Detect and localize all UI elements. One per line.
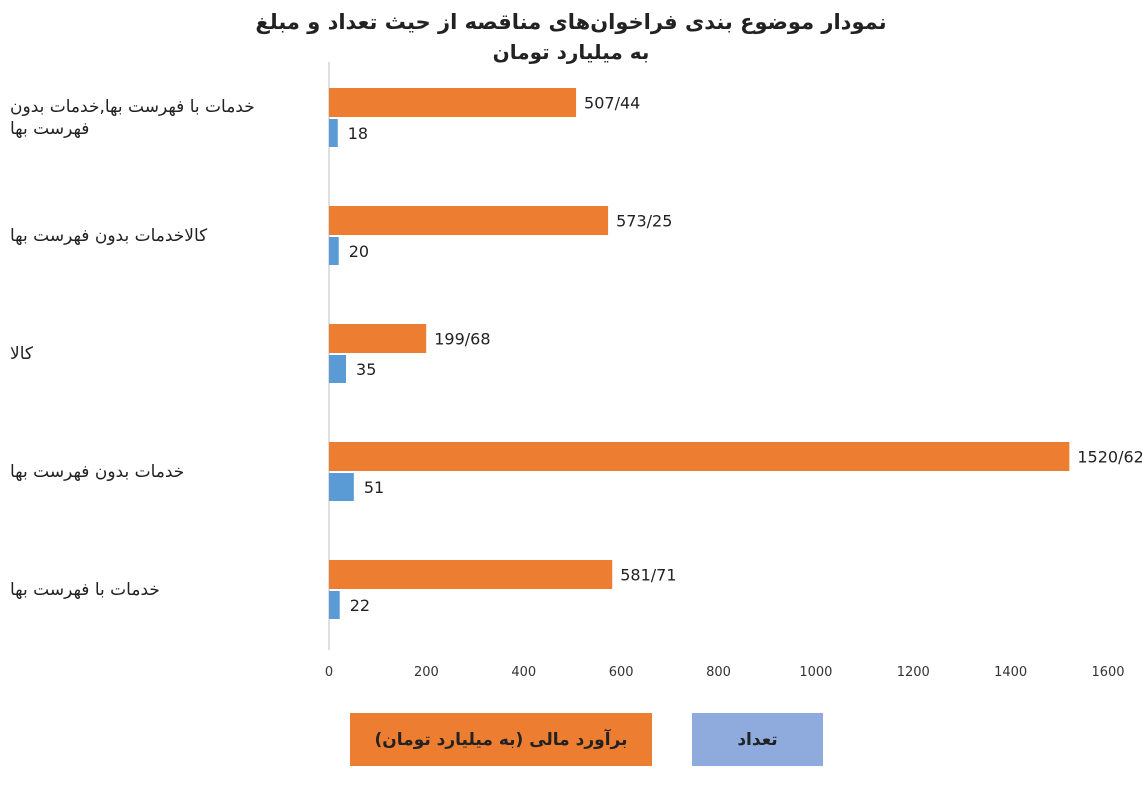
legend-label-count: تعداد <box>737 729 778 750</box>
x-tick-label: 400 <box>511 665 536 680</box>
data-label-count: 22 <box>350 596 370 615</box>
bar-chart: 507/44 18 573/25 20 199/68 35 1520/62 51 581/71 2… <box>325 62 1142 680</box>
bar-budget <box>329 324 427 353</box>
data-label-count: 51 <box>364 478 384 497</box>
data-label-budget: 573/25 <box>616 212 672 231</box>
chart-subtitle: به میلیارد تومان <box>492 40 650 64</box>
data-label-budget: 1520/62 <box>1077 448 1142 467</box>
bar-count <box>329 591 340 619</box>
x-tick-label: 800 <box>706 665 731 680</box>
data-label-budget: 199/68 <box>434 330 490 349</box>
x-tick-label: 1400 <box>994 665 1027 680</box>
bar-budget <box>329 560 613 589</box>
category-label: خدمات با فهرست بها <box>10 579 160 600</box>
x-tick-label: 0 <box>325 665 333 680</box>
legend-label-budget: برآورد مالی (به میلیارد تومان) <box>374 729 628 750</box>
bar-count <box>329 355 347 383</box>
data-label-count: 18 <box>348 124 368 143</box>
legend-item-budget: برآورد مالی (به میلیارد تومان) <box>350 713 652 766</box>
category-label: خدمات بدون فهرست بها <box>10 461 185 482</box>
data-label-count: 35 <box>356 360 376 379</box>
bar-count <box>329 473 354 501</box>
data-label-budget: 581/71 <box>620 566 676 585</box>
data-label-budget: 507/44 <box>584 94 640 113</box>
x-tick-label: 600 <box>609 665 634 680</box>
chart-title: نمودار موضوع بندی فراخوان‌های مناقصه از … <box>255 10 887 34</box>
bar-budget <box>329 442 1070 471</box>
x-tick-label: 1200 <box>897 665 930 680</box>
category-label: خدمات با فهرست بها,خدمات بدون فهرست بها <box>10 96 255 139</box>
category-label: کالا <box>10 343 33 364</box>
x-tick-label: 1600 <box>1091 665 1124 680</box>
x-tick-label: 200 <box>414 665 439 680</box>
legend-item-count: تعداد <box>692 713 823 766</box>
x-tick-label: 1000 <box>799 665 832 680</box>
bar-budget <box>329 206 609 235</box>
category-label: کالاخدمات بدون فهرست بها <box>10 225 208 246</box>
bar-budget <box>329 88 577 117</box>
bar-count <box>329 237 339 265</box>
bar-count <box>329 119 338 147</box>
data-label-count: 20 <box>349 242 369 261</box>
